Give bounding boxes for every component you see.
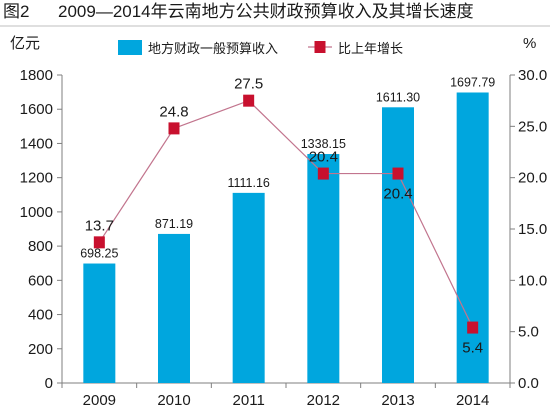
bar-data-label: 1111.16 xyxy=(227,176,269,190)
bar xyxy=(456,92,489,384)
y-tick-label: 1400 xyxy=(20,135,53,152)
y-tick-label: 0 xyxy=(45,375,53,392)
y2-tick-label: 25.0 xyxy=(518,118,547,135)
bar-data-label: 1697.79 xyxy=(450,75,495,89)
line-data-label: 27.5 xyxy=(234,76,263,93)
x-tick-label: 2012 xyxy=(307,392,340,409)
bar xyxy=(382,107,414,383)
line-point-marker xyxy=(392,167,404,180)
y-tick-label: 600 xyxy=(28,272,53,289)
line-point-marker xyxy=(317,167,329,180)
line-data-label: 24.8 xyxy=(159,103,188,120)
y2-axis-ticks: 0.0 5.0 10.0 15.0 20.0 25.0 30.0 xyxy=(510,67,547,392)
y2-tick-label: 15.0 xyxy=(518,221,547,238)
bar xyxy=(307,154,340,383)
line-point-marker xyxy=(243,94,255,107)
line-point-marker xyxy=(168,122,180,135)
line-data-label: 20.4 xyxy=(309,149,338,166)
bar xyxy=(83,263,116,383)
y-axis-ticks: 0 200 400 600 800 1000 1200 1400 1600 1800 xyxy=(20,67,62,392)
bar-data-label: 871.19 xyxy=(155,217,193,231)
bar-data-label: 698.25 xyxy=(80,247,118,261)
bar-data-labels: 698.25 871.19 1111.16 1338.15 1611.30 1697.79 xyxy=(80,75,495,260)
y-tick-label: 400 xyxy=(28,307,53,324)
x-tick-label: 2009 xyxy=(83,392,116,409)
bar-series xyxy=(83,92,489,384)
y-tick-label: 1000 xyxy=(20,204,53,221)
y2-tick-label: 30.0 xyxy=(518,67,547,84)
line-data-label: 13.7 xyxy=(85,217,114,234)
legend-label-bar: 地方财政一般预算收入 xyxy=(148,41,278,56)
legend-label-line: 比上年增长 xyxy=(338,41,403,56)
bar-data-label: 1611.30 xyxy=(376,90,420,104)
y2-axis-unit-label: % xyxy=(523,35,536,52)
line-series xyxy=(93,94,479,334)
y2-tick-label: 5.0 xyxy=(518,324,539,341)
legend-swatch-marker xyxy=(314,41,326,53)
x-tick-label: 2014 xyxy=(456,392,489,409)
line-data-labels: 13.7 24.8 27.5 20.4 20.4 5.4 xyxy=(85,76,483,357)
x-tick-label: 2011 xyxy=(233,392,265,409)
line-point-marker xyxy=(93,236,105,249)
figure-label: 图2 xyxy=(3,2,29,21)
y-tick-label: 1600 xyxy=(20,101,53,118)
legend-swatch-bar xyxy=(118,40,142,55)
x-tick-label: 2013 xyxy=(381,392,414,409)
x-axis-ticks: 2009 2010 2011 2012 2013 2014 xyxy=(61,383,511,409)
bar xyxy=(158,233,190,383)
y2-tick-label: 20.0 xyxy=(518,170,547,187)
bar xyxy=(232,192,265,383)
y-tick-label: 800 xyxy=(28,238,53,255)
chart-title: 2009—2014年云南地方公共财政预算收入及其增长速度 xyxy=(58,2,474,21)
bar-data-label: 1338.15 xyxy=(301,137,346,151)
y2-tick-label: 10.0 xyxy=(518,272,547,289)
y-tick-label: 1200 xyxy=(20,170,53,187)
y-tick-label: 200 xyxy=(28,341,53,358)
y-axis-unit-label: 亿元 xyxy=(10,35,40,52)
y-tick-label: 1800 xyxy=(20,67,53,84)
x-tick-label: 2010 xyxy=(157,392,190,409)
y2-tick-label: 0.0 xyxy=(518,375,539,392)
line-point-marker xyxy=(467,321,479,334)
line-data-label: 20.4 xyxy=(383,186,412,203)
line-data-label: 5.4 xyxy=(462,340,483,357)
series-line xyxy=(98,99,474,328)
